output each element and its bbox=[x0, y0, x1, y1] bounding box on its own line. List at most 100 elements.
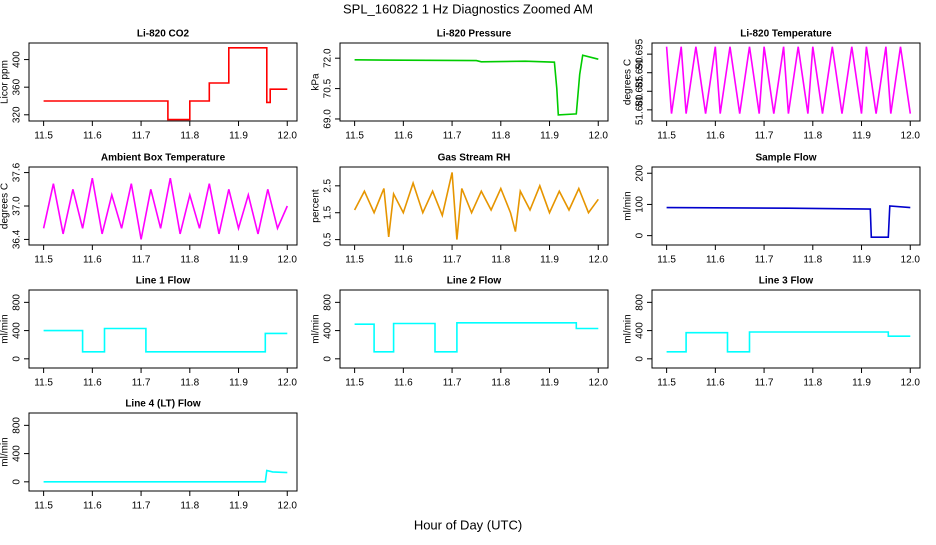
x-tick-label: 11.8 bbox=[180, 501, 199, 512]
x-tick-label: 11.8 bbox=[180, 131, 199, 142]
y-tick-label: 400 bbox=[323, 322, 334, 339]
y-tick-label: 72.0 bbox=[323, 48, 334, 68]
panel-title: Line 2 Flow bbox=[447, 276, 502, 287]
y-axis-label: ml/min bbox=[623, 191, 634, 220]
plot-frame bbox=[339, 289, 609, 369]
y-tick-label: 51.695 bbox=[635, 38, 646, 69]
y-axis-label: kPa bbox=[311, 73, 322, 91]
x-tick-label: 11.7 bbox=[132, 378, 151, 389]
x-axis-label: Hour of Day (UTC) bbox=[414, 517, 522, 532]
y-tick-label: 2.5 bbox=[323, 178, 334, 192]
x-tick-label: 11.8 bbox=[491, 378, 510, 389]
x-tick-label: 11.7 bbox=[132, 501, 151, 512]
x-tick-label: 11.5 bbox=[34, 131, 53, 142]
y-tick-label: 100 bbox=[635, 196, 646, 213]
x-tick-label: 11.6 bbox=[83, 131, 102, 142]
panel-title: Gas Stream RH bbox=[438, 153, 511, 164]
x-tick-label: 11.9 bbox=[852, 131, 871, 142]
x-tick-label: 12.0 bbox=[278, 131, 298, 142]
x-tick-label: 11.7 bbox=[132, 131, 151, 142]
y-tick-label: 800 bbox=[323, 294, 334, 311]
x-tick-label: 11.6 bbox=[706, 378, 725, 389]
x-tick-label: 11.9 bbox=[229, 378, 248, 389]
x-tick-label: 11.7 bbox=[755, 131, 774, 142]
x-tick-label: 11.5 bbox=[345, 131, 364, 142]
x-tick-label: 11.6 bbox=[394, 255, 413, 266]
x-tick-label: 11.8 bbox=[180, 378, 199, 389]
panel-title: Line 3 Flow bbox=[759, 276, 814, 287]
data-line bbox=[43, 327, 288, 353]
y-axis-label: degrees C bbox=[0, 183, 11, 229]
x-tick-label: 11.6 bbox=[394, 378, 413, 389]
y-tick-label: 360 bbox=[12, 78, 23, 95]
y-tick-label: 0 bbox=[12, 356, 23, 362]
y-axis-label: degrees C bbox=[623, 59, 634, 105]
y-tick-label: 36.4 bbox=[12, 229, 23, 249]
y-tick-label: 200 bbox=[635, 164, 646, 181]
y-axis-label: ml/min bbox=[623, 314, 634, 343]
panel-title: Li-820 Pressure bbox=[437, 29, 512, 40]
y-tick-label: 320 bbox=[12, 106, 23, 123]
panel-title: Line 4 (LT) Flow bbox=[125, 399, 201, 410]
x-tick-label: 11.6 bbox=[706, 131, 725, 142]
y-tick-label: 0 bbox=[635, 232, 646, 238]
y-tick-label: 0.5 bbox=[323, 232, 334, 246]
y-axis-label: ml/min bbox=[311, 314, 322, 343]
figure-title: SPL_160822 1 Hz Diagnostics Zoomed AM bbox=[343, 1, 593, 16]
data-line bbox=[43, 47, 288, 121]
x-tick-label: 11.9 bbox=[229, 255, 248, 266]
panel-title: Ambient Box Temperature bbox=[101, 153, 226, 164]
data-line bbox=[354, 54, 599, 116]
x-tick-label: 11.9 bbox=[540, 131, 559, 142]
x-tick-label: 11.5 bbox=[657, 255, 676, 266]
x-tick-label: 12.0 bbox=[901, 378, 921, 389]
x-tick-label: 11.8 bbox=[803, 255, 822, 266]
y-tick-label: 70.5 bbox=[323, 78, 334, 98]
y-axis-label: percent bbox=[311, 189, 322, 223]
x-tick-label: 11.7 bbox=[755, 255, 774, 266]
x-tick-label: 11.6 bbox=[83, 378, 102, 389]
x-tick-label: 12.0 bbox=[589, 378, 609, 389]
x-tick-label: 11.8 bbox=[491, 131, 510, 142]
y-tick-label: 0 bbox=[635, 356, 646, 362]
x-tick-label: 11.8 bbox=[180, 255, 199, 266]
x-tick-label: 11.9 bbox=[540, 255, 559, 266]
x-tick-label: 11.9 bbox=[852, 378, 871, 389]
x-tick-label: 11.7 bbox=[755, 378, 774, 389]
y-tick-label: 37.6 bbox=[12, 162, 23, 182]
x-tick-label: 11.9 bbox=[540, 378, 559, 389]
x-tick-label: 11.8 bbox=[803, 378, 822, 389]
data-line bbox=[666, 205, 911, 238]
x-tick-label: 11.6 bbox=[83, 501, 102, 512]
plot-frame bbox=[28, 42, 298, 122]
x-tick-label: 11.6 bbox=[394, 131, 413, 142]
x-tick-label: 11.5 bbox=[34, 378, 53, 389]
x-tick-label: 11.7 bbox=[443, 131, 462, 142]
x-tick-label: 11.7 bbox=[443, 378, 462, 389]
panel-title: Line 1 Flow bbox=[136, 276, 191, 287]
y-tick-label: 1.5 bbox=[323, 205, 334, 219]
x-tick-label: 11.9 bbox=[852, 255, 871, 266]
plot-frame bbox=[339, 42, 609, 122]
y-tick-label: 37.0 bbox=[12, 196, 23, 216]
y-tick-label: 400 bbox=[12, 322, 23, 339]
data-line bbox=[43, 469, 288, 483]
y-tick-label: 0 bbox=[323, 356, 334, 362]
x-tick-label: 12.0 bbox=[278, 378, 298, 389]
plot-frame bbox=[28, 289, 298, 369]
data-line bbox=[353, 172, 599, 240]
plot-frame bbox=[339, 166, 609, 246]
y-axis-label: ml/min bbox=[0, 314, 11, 343]
x-tick-label: 12.0 bbox=[589, 255, 609, 266]
y-axis-label: ml/min bbox=[0, 437, 11, 466]
x-tick-label: 11.5 bbox=[657, 131, 676, 142]
data-line bbox=[42, 177, 289, 240]
plot-frame bbox=[651, 166, 921, 246]
panel-title: Sample Flow bbox=[755, 153, 816, 164]
x-tick-label: 11.9 bbox=[229, 131, 248, 142]
plot-frame bbox=[651, 42, 921, 122]
data-line bbox=[665, 46, 912, 114]
plot-frame bbox=[651, 289, 921, 369]
x-tick-label: 12.0 bbox=[278, 255, 298, 266]
x-tick-label: 12.0 bbox=[589, 131, 609, 142]
